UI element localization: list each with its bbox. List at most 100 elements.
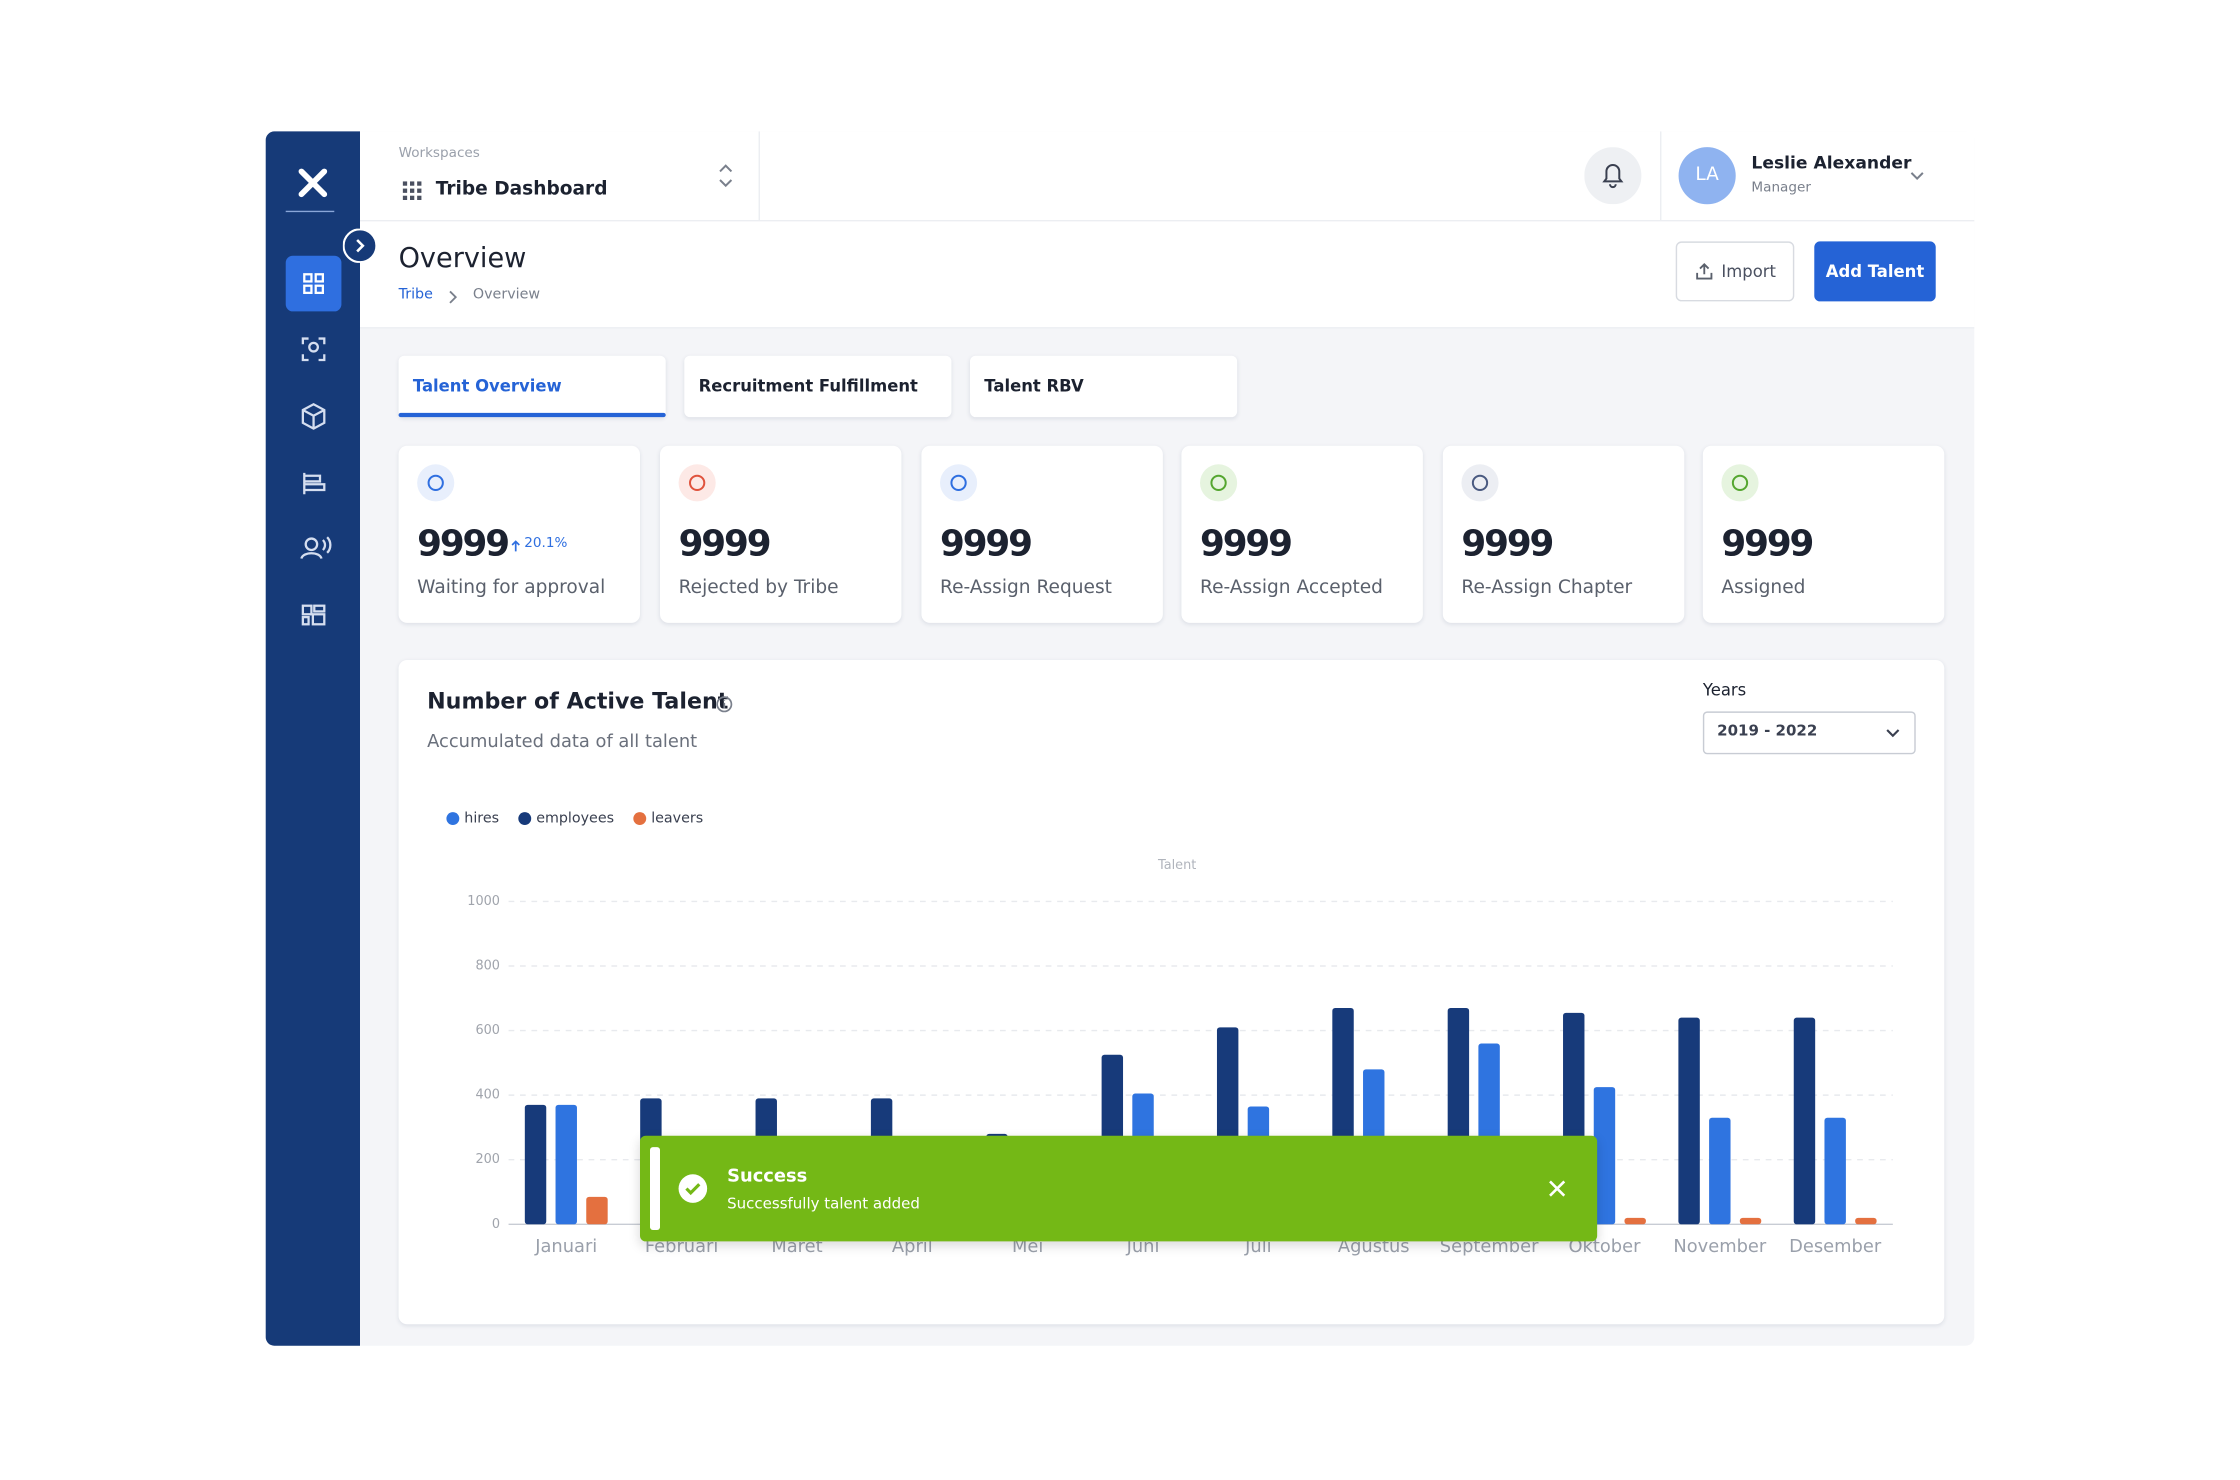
sidebar-toggle[interactable]: [342, 228, 378, 263]
stat-icon-glyph: [1731, 474, 1749, 491]
stat-change: 20.1%: [524, 535, 568, 552]
info-icon[interactable]: [714, 694, 734, 714]
toast-accent: [649, 1147, 660, 1230]
import-icon: [1696, 262, 1713, 280]
toast-title: Success: [727, 1164, 808, 1186]
workspace-switch[interactable]: [716, 163, 736, 189]
years-value: 2019 - 2022: [1717, 722, 1818, 740]
bar: [555, 1104, 577, 1225]
breadcrumb-separator: [449, 290, 458, 304]
user-name: Leslie Alexander: [1751, 152, 1912, 173]
y-tick-label: 1000: [467, 894, 500, 909]
add-talent-button[interactable]: Add Talent: [1814, 241, 1936, 302]
stat-icon-bg: [1199, 464, 1238, 502]
nav-icons[interactable]: [300, 337, 332, 626]
workspace-grid-icon: [402, 181, 422, 200]
legend-dot: [633, 812, 647, 825]
sidebar: [265, 131, 360, 1346]
import-label: Import: [1721, 261, 1776, 282]
bar: [1678, 1017, 1700, 1225]
y-tick-label: 400: [475, 1088, 500, 1103]
legend-dot: [518, 812, 532, 825]
stat-value: 9999: [1199, 522, 1293, 565]
stat-icon: [1199, 464, 1238, 502]
y-tick-label: 800: [475, 958, 500, 973]
sidebar-icons: [285, 168, 342, 626]
stat-value: 9999: [1461, 522, 1554, 565]
legend-label: employees: [536, 811, 614, 827]
user-role: Manager: [1751, 179, 1811, 196]
years-chevron: [1886, 729, 1900, 738]
tab[interactable]: Talent RBV: [969, 355, 1238, 418]
stat-icon-glyph: [950, 474, 967, 491]
years-select[interactable]: [1702, 711, 1916, 755]
chart-title: Number of Active Talent: [427, 688, 729, 715]
nav-dashboard[interactable]: [285, 255, 342, 312]
stat-icon-bg: [678, 464, 716, 502]
page-title: Overview: [398, 242, 527, 275]
tab-active[interactable]: Talent Overview: [398, 355, 666, 418]
toast-icon: [678, 1174, 708, 1203]
divider: [1659, 131, 1662, 220]
years-label: Years: [1702, 679, 1747, 700]
stat-value: 9999: [939, 522, 1033, 565]
breadcrumb-current: Overview: [472, 287, 541, 303]
bar: [1793, 1017, 1816, 1225]
y-axis-title: Talent: [1157, 858, 1196, 873]
stat-label: Re-Assign Chapter: [1461, 577, 1633, 599]
trend-arrow-path: [511, 540, 520, 552]
toast-message: Successfully talent added: [727, 1195, 920, 1213]
stat-icon-glyph: [427, 474, 444, 491]
bar: [1824, 1117, 1846, 1225]
chart-subtitle: Accumulated data of all talent: [427, 729, 698, 752]
y-tick-label: 200: [475, 1152, 500, 1167]
stat-icon-bg: [939, 464, 978, 502]
x-tick-label: Januari: [534, 1236, 597, 1257]
bar: [524, 1104, 547, 1225]
stat-icon: [1721, 464, 1759, 502]
toast: [639, 1135, 1598, 1242]
stat-icon: [678, 464, 716, 502]
stat-value: 9999: [1721, 522, 1814, 565]
stat-icon-glyph: [688, 474, 706, 491]
bar: [1593, 1087, 1616, 1225]
stat-icon: [939, 464, 978, 502]
logo[interactable]: [298, 168, 328, 198]
stat-value: 9999: [417, 522, 510, 565]
breadcrumb-link[interactable]: Tribe: [398, 287, 433, 303]
workspace-label: Workspaces: [398, 145, 480, 162]
stat-value: 9999: [678, 522, 772, 565]
tab[interactable]: Recruitment Fulfillment: [684, 355, 952, 418]
user-menu[interactable]: [1907, 167, 1927, 184]
notification-button[interactable]: [1584, 147, 1642, 205]
stat-label: Re-Assign Request: [939, 577, 1112, 599]
bar: [1709, 1117, 1731, 1225]
stat-icon-bg: [1461, 464, 1499, 502]
stat-label: Re-Assign Accepted: [1199, 577, 1383, 599]
bar: [586, 1196, 608, 1225]
legend-label: hires: [464, 811, 499, 827]
divider: [758, 131, 760, 220]
x-tick-label: Desember: [1789, 1236, 1882, 1257]
stat-icon-bg: [1721, 464, 1759, 502]
stat-icon: [1461, 464, 1499, 502]
bar: [1855, 1217, 1877, 1225]
import-button[interactable]: [1675, 241, 1795, 302]
y-tick-label: 600: [475, 1023, 500, 1038]
bar: [1624, 1217, 1646, 1225]
stat-icon: [417, 464, 455, 502]
stat-icon-bg: [417, 464, 455, 502]
legend-label: leavers: [651, 811, 703, 827]
toast-close[interactable]: [1546, 1177, 1569, 1200]
bar: [1739, 1217, 1762, 1225]
x-tick-label: November: [1673, 1236, 1766, 1257]
stat-icon-glyph: [1471, 474, 1489, 491]
workspace-name[interactable]: Tribe Dashboard: [435, 178, 608, 200]
stat-label: Rejected by Tribe: [678, 577, 839, 599]
trend-arrow: [511, 540, 520, 552]
stat-label: Waiting for approval: [417, 577, 606, 599]
legend-dot: [446, 812, 460, 825]
avatar[interactable]: LA: [1678, 147, 1736, 205]
